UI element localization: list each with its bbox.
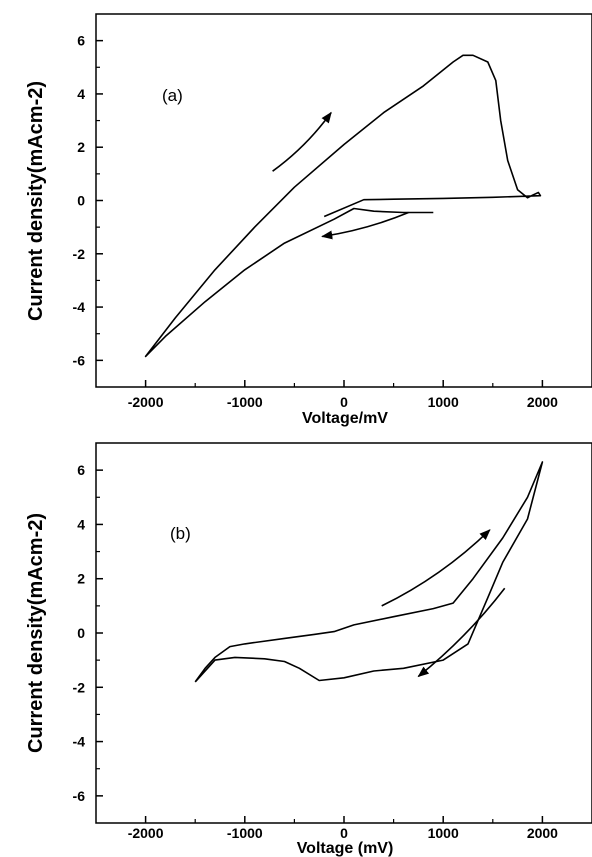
x-tick-label-a: -2000 (128, 394, 164, 410)
y-tick-label-b: 0 (77, 625, 85, 641)
y-tick-label-b: -2 (73, 679, 86, 695)
scan-arrow-reverse-a (321, 211, 409, 240)
x-tick-label-b: 0 (340, 825, 348, 841)
x-tick-label-a: 2000 (527, 394, 558, 410)
y-tick-label-a: 4 (77, 86, 85, 102)
x-tick-label-b: 2000 (527, 825, 558, 841)
y-tick-label-b: 2 (77, 571, 85, 587)
y-tick-label-b: 4 (77, 516, 85, 532)
x-tick-label-a: 0 (340, 394, 348, 410)
y-tick-label-a: -4 (73, 299, 86, 315)
x-axis-title-b: Voltage (mV) (297, 840, 394, 857)
ticks-a: -2000 -1000 0 1000 2000 -6 -4 -2 0 2 4 6 (73, 33, 559, 410)
y-tick-label-b: -6 (73, 788, 86, 804)
x-axis-title-a: Voltage/mV (302, 410, 388, 427)
plot-frame-b (95, 442, 592, 824)
ticks-b: -2000 -1000 0 1000 2000 -6 -4 -2 0 2 4 6 (73, 462, 559, 841)
cv-curve-b (194, 461, 544, 683)
panel-label-b: (b) (170, 524, 191, 543)
y-tick-label-a: -6 (73, 352, 86, 368)
arrows-b (381, 529, 506, 678)
scan-arrow-forward-a (272, 111, 332, 172)
chart-panel-b: -2000 -1000 0 1000 2000 -6 -4 -2 0 2 4 6 (b) Voltag… (25, 442, 592, 857)
chart-panel-a: -2000 -1000 0 1000 2000 -6 -4 -2 0 2 4 6 (a) Voltag… (25, 13, 592, 427)
y-tick-label-a: 2 (77, 139, 85, 155)
arrows-a (272, 111, 409, 240)
y-tick-label-a: 6 (77, 33, 85, 49)
y-tick-label-a: 0 (77, 193, 85, 209)
x-tick-label-b: -2000 (128, 825, 164, 841)
panel-label-a: (a) (162, 86, 183, 105)
scan-arrow-forward-b (381, 529, 491, 607)
x-tick-label-b: 1000 (428, 825, 459, 841)
y-tick-label-a: -2 (73, 246, 86, 262)
y-tick-label-b: -4 (73, 734, 86, 750)
scan-arrow-reverse-b (417, 587, 506, 678)
x-tick-label-b: -1000 (227, 825, 263, 841)
y-tick-label-b: 6 (77, 462, 85, 478)
x-tick-label-a: 1000 (428, 394, 459, 410)
y-axis-title-a: Current density(mAcm-2) (25, 81, 47, 321)
x-tick-label-a: -1000 (227, 394, 263, 410)
cv-curve-a (144, 54, 542, 358)
y-axis-title-b: Current density(mAcm-2) (25, 513, 47, 753)
